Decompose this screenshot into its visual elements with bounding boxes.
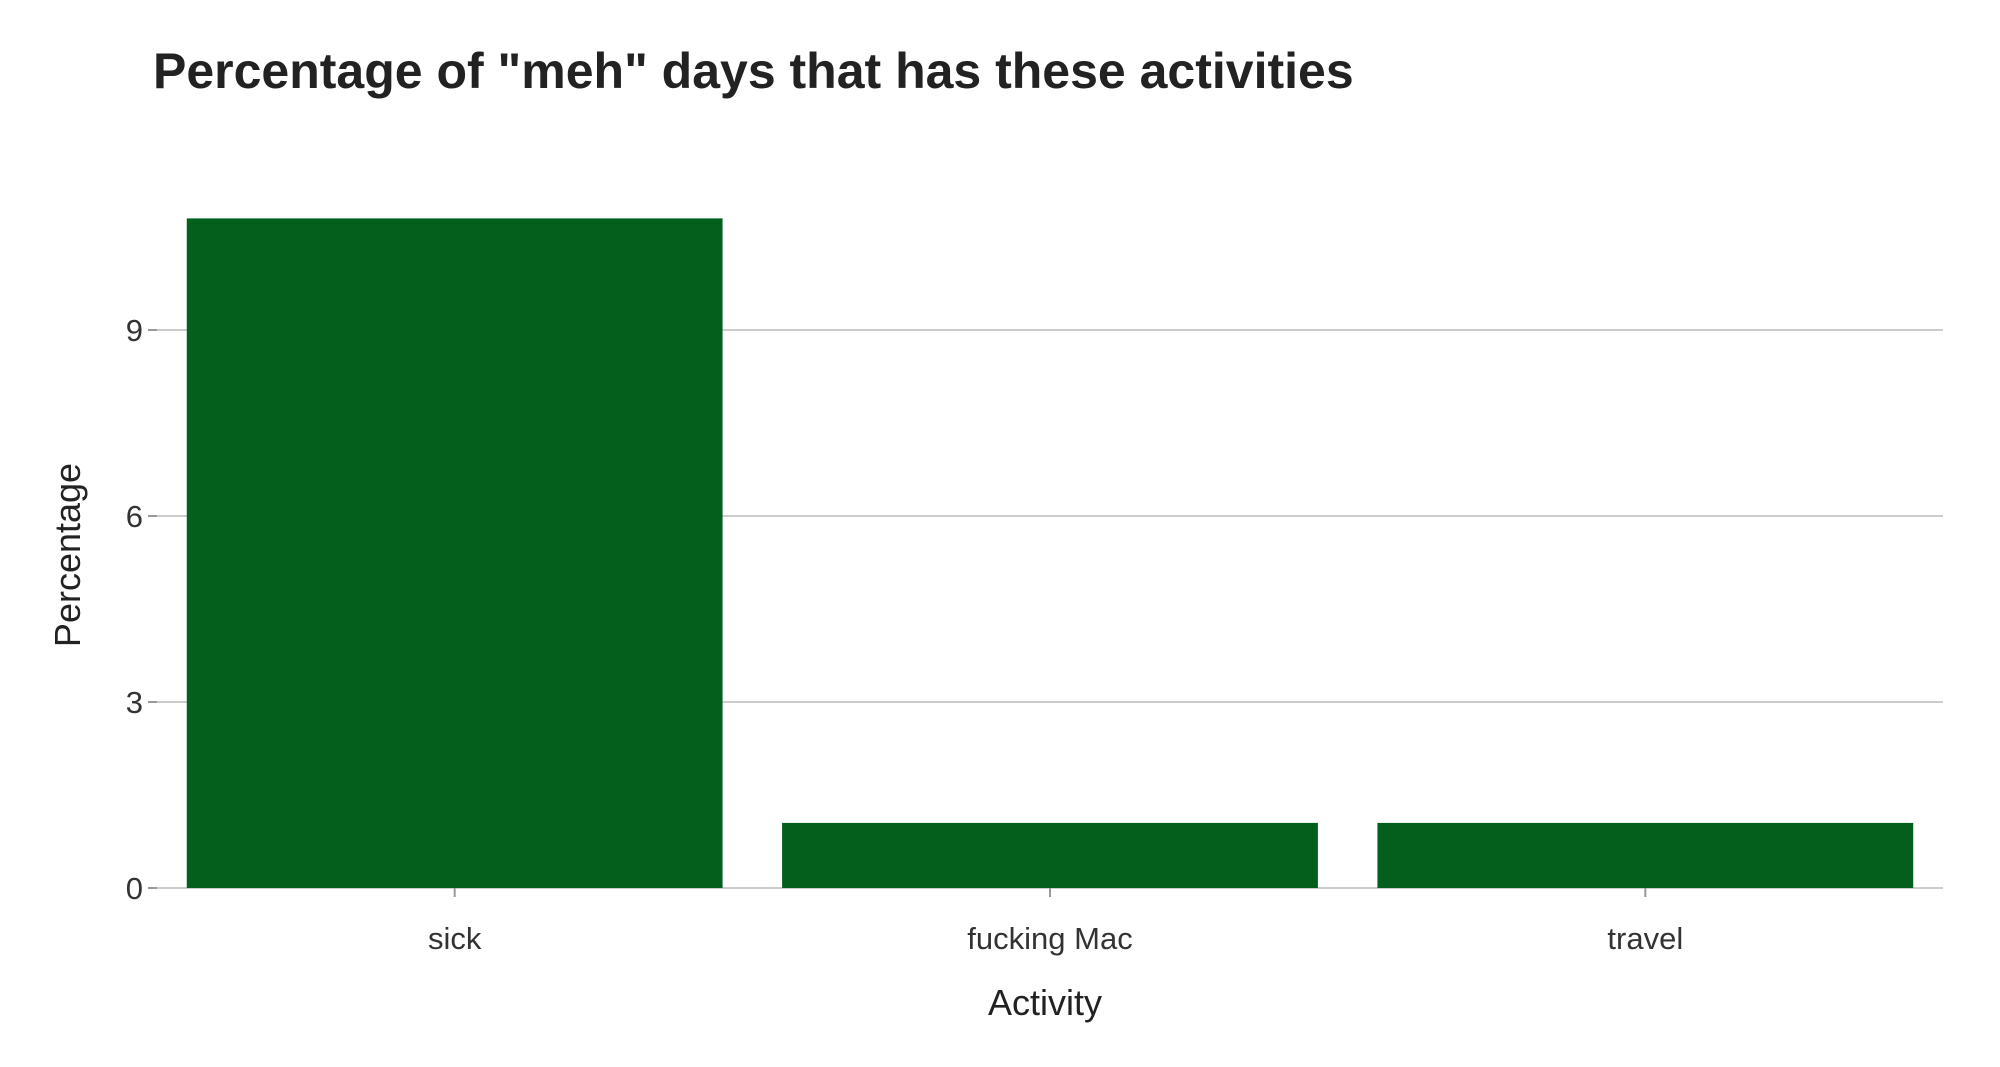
y-tick-label: 6 xyxy=(126,499,143,534)
chart-title: Percentage of "meh" days that has these … xyxy=(153,43,1354,99)
y-tick-label: 3 xyxy=(126,685,143,720)
bar-fucking-mac xyxy=(782,822,1318,888)
x-tick-label: sick xyxy=(428,921,482,956)
bar-sick xyxy=(186,218,723,888)
y-tick-label: 0 xyxy=(126,871,143,906)
x-tick-label: travel xyxy=(1607,921,1683,956)
y-axis-ticks: 0 3 6 9 xyxy=(126,313,157,906)
y-axis-title: Percentage xyxy=(47,463,88,647)
x-axis-ticks: sick fucking Mac travel xyxy=(428,888,1683,956)
x-tick-label: fucking Mac xyxy=(967,921,1132,956)
bar-travel xyxy=(1377,822,1914,888)
x-axis-title: Activity xyxy=(988,982,1102,1023)
bars xyxy=(186,218,1914,888)
y-tick-label: 9 xyxy=(126,313,143,348)
